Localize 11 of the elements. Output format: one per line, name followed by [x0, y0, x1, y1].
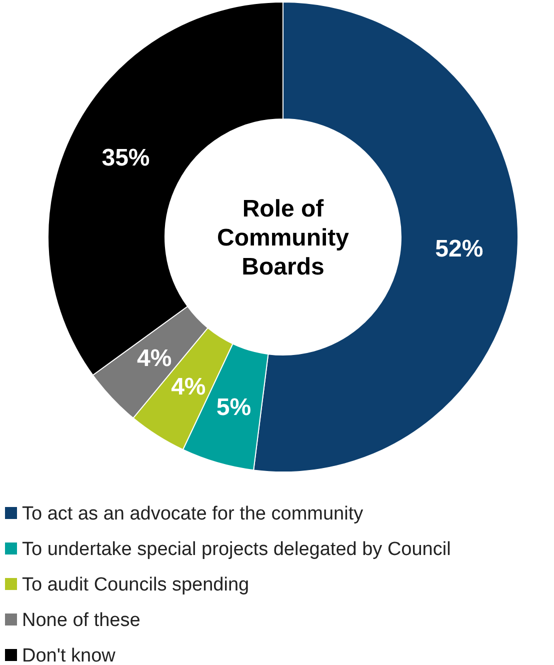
- data-label: 52%: [435, 235, 484, 262]
- legend-label: To audit Councils spending: [22, 574, 250, 596]
- data-label: 4%: [171, 373, 206, 400]
- text: Role of Community Boards: [217, 195, 350, 280]
- legend-label: None of these: [22, 610, 140, 632]
- legend-label: To act as an advocate for the community: [22, 504, 364, 525]
- data-label: 4%: [136, 345, 172, 372]
- data-label: 35%: [102, 144, 150, 172]
- legend-label: To undertake special projects delegated by Council: [22, 539, 451, 560]
- data-label: 5%: [216, 394, 252, 421]
- legend-label: Don't know: [22, 646, 116, 665]
